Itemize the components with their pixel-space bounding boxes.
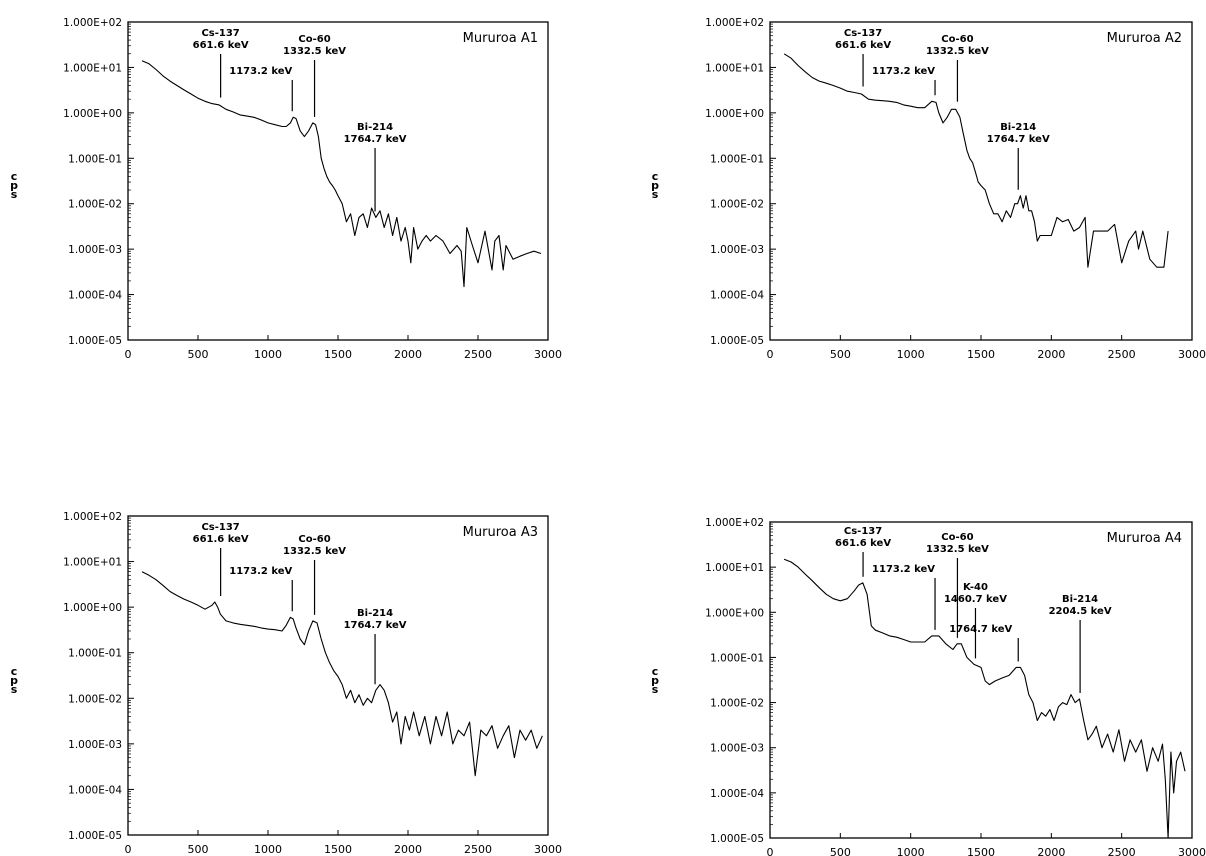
x-tick-label: 500 xyxy=(188,348,209,361)
y-tick-label: 1.000E+02 xyxy=(63,511,122,523)
x-tick-label: 2000 xyxy=(394,843,422,856)
x-tick-label: 2500 xyxy=(1108,348,1136,361)
x-tick-label: 3000 xyxy=(1178,348,1206,361)
peak-annotation: Cs-137 661.6 keV xyxy=(835,28,891,51)
x-tick-label: 1500 xyxy=(324,348,352,361)
y-tick-label: 1.000E-02 xyxy=(68,693,122,705)
y-tick-label: 1.000E-02 xyxy=(710,698,764,710)
x-tick-label: 0 xyxy=(125,843,132,856)
y-tick-label: 1.000E-02 xyxy=(710,199,764,211)
x-tick-label: 2000 xyxy=(1037,348,1065,361)
y-tick-label: 1.000E-04 xyxy=(710,290,764,302)
y-tick-label: 1.000E+00 xyxy=(63,602,122,614)
x-tick-label: 2500 xyxy=(1108,846,1136,856)
x-tick-label: 0 xyxy=(767,846,774,856)
y-tick-label: 1.000E-05 xyxy=(68,335,122,347)
x-tick-label: 2500 xyxy=(464,348,492,361)
peak-annotation: K-40 1460.7 keV xyxy=(944,582,1007,605)
panel-title: Mururoa A1 xyxy=(463,31,538,46)
y-tick-label: 1.000E-02 xyxy=(68,199,122,211)
x-tick-label: 500 xyxy=(188,843,209,856)
x-tick-label: 0 xyxy=(125,348,132,361)
y-tick-label: 1.000E+02 xyxy=(705,17,764,29)
peak-annotation: 1173.2 keV xyxy=(872,564,935,575)
peak-annotation: Cs-137 661.6 keV xyxy=(835,526,891,549)
chart-panel-4: 0 500 1000 1500 2000 2500 3000 1.000E+02 1.000E+… xyxy=(651,517,1206,856)
y-tick-label: 1.000E+00 xyxy=(63,108,122,120)
y-tick-label: 1.000E-03 xyxy=(68,739,122,751)
peak-annotation: Bi-214 1764.7 keV xyxy=(344,122,407,145)
peak-annotation: 1173.2 keV xyxy=(229,566,292,577)
spectrum-line xyxy=(783,53,1169,268)
panel-title: Mururoa A2 xyxy=(1107,31,1182,46)
plot-frame xyxy=(127,21,549,341)
x-tick-label: 500 xyxy=(830,846,851,856)
y-tick-label: 1.000E-04 xyxy=(68,290,122,302)
y-tick-label: 1.000E+00 xyxy=(705,108,764,120)
y-tick-label: 1.000E-05 xyxy=(710,335,764,347)
peak-annotation: Co-60 1332.5 keV xyxy=(926,532,989,555)
x-tick-label: 1500 xyxy=(967,846,995,856)
panel-title: Mururoa A3 xyxy=(463,525,538,540)
y-tick-label: 1.000E-03 xyxy=(710,244,764,256)
spectrum-line xyxy=(783,558,1186,839)
y-tick-label: 1.000E-05 xyxy=(710,833,764,845)
plot-frame xyxy=(769,21,1193,341)
x-tick-label: 1000 xyxy=(897,846,925,856)
y-tick-label: 1.000E-01 xyxy=(710,652,764,664)
x-tick-label: 1000 xyxy=(254,348,282,361)
x-tick-label: 3000 xyxy=(534,843,562,856)
peak-annotation: 1173.2 keV xyxy=(229,66,292,77)
peak-annotation: Bi-214 1764.7 keV xyxy=(344,608,407,631)
x-tick-label: 2500 xyxy=(464,843,492,856)
x-tick-label: 2000 xyxy=(1037,846,1065,856)
y-tick-label: 1.000E-03 xyxy=(68,244,122,256)
peak-annotation: 1764.7 keV xyxy=(949,624,1012,635)
x-tick-label: 3000 xyxy=(1178,846,1206,856)
peak-annotation: 1173.2 keV xyxy=(872,66,935,77)
y-tick-label: 1.000E-01 xyxy=(68,153,122,165)
spectrum-line xyxy=(141,571,543,777)
chart-panel-2: 0 500 1000 1500 2000 2500 3000 1.000E+02 1.000E+… xyxy=(651,17,1206,361)
y-tick-label: 1.000E+02 xyxy=(705,517,764,529)
x-tick-label: 1000 xyxy=(254,843,282,856)
y-tick-label: 1.000E-03 xyxy=(710,743,764,755)
x-tick-label: 1500 xyxy=(967,348,995,361)
peak-annotation: Cs-137 661.6 keV xyxy=(193,522,249,545)
panel-title: Mururoa A4 xyxy=(1107,531,1182,546)
y-tick-label: 1.000E-04 xyxy=(710,788,764,800)
chart-panel-1: 0 500 1000 1500 2000 2500 3000 1.000E+02 1.000E+… xyxy=(10,17,562,361)
chart-panel-3: 0 500 1000 1500 2000 2500 3000 1.000E+02 1.000E+… xyxy=(10,511,562,856)
peak-annotation: Co-60 1332.5 keV xyxy=(283,34,346,57)
y-tick-label: 1.000E-05 xyxy=(68,830,122,842)
plot-frame xyxy=(769,521,1193,839)
y-tick-label: 1.000E+01 xyxy=(705,562,764,574)
y-tick-label: 1.000E+01 xyxy=(63,62,122,74)
y-tick-label: 1.000E-04 xyxy=(68,784,122,796)
peak-annotation: Co-60 1332.5 keV xyxy=(283,534,346,557)
y-tick-label: 1.000E+00 xyxy=(705,607,764,619)
x-tick-label: 500 xyxy=(830,348,851,361)
x-tick-label: 0 xyxy=(767,348,774,361)
x-tick-label: 1000 xyxy=(897,348,925,361)
x-tick-label: 3000 xyxy=(534,348,562,361)
x-tick-label: 1500 xyxy=(324,843,352,856)
plot-frame xyxy=(127,515,549,836)
y-tick-label: 1.000E-01 xyxy=(710,153,764,165)
y-tick-label: 1.000E-01 xyxy=(68,648,122,660)
y-tick-label: 1.000E+01 xyxy=(705,62,764,74)
peak-annotation: Co-60 1332.5 keV xyxy=(926,34,989,57)
peak-annotation: Cs-137 661.6 keV xyxy=(193,28,249,51)
peak-annotation: Bi-214 2204.5 keV xyxy=(1049,594,1112,617)
y-tick-label: 1.000E+01 xyxy=(63,557,122,569)
y-tick-label: 1.000E+02 xyxy=(63,17,122,29)
spectrum-line xyxy=(141,60,542,288)
x-tick-label: 2000 xyxy=(394,348,422,361)
peak-annotation: Bi-214 1764.7 keV xyxy=(987,122,1050,145)
